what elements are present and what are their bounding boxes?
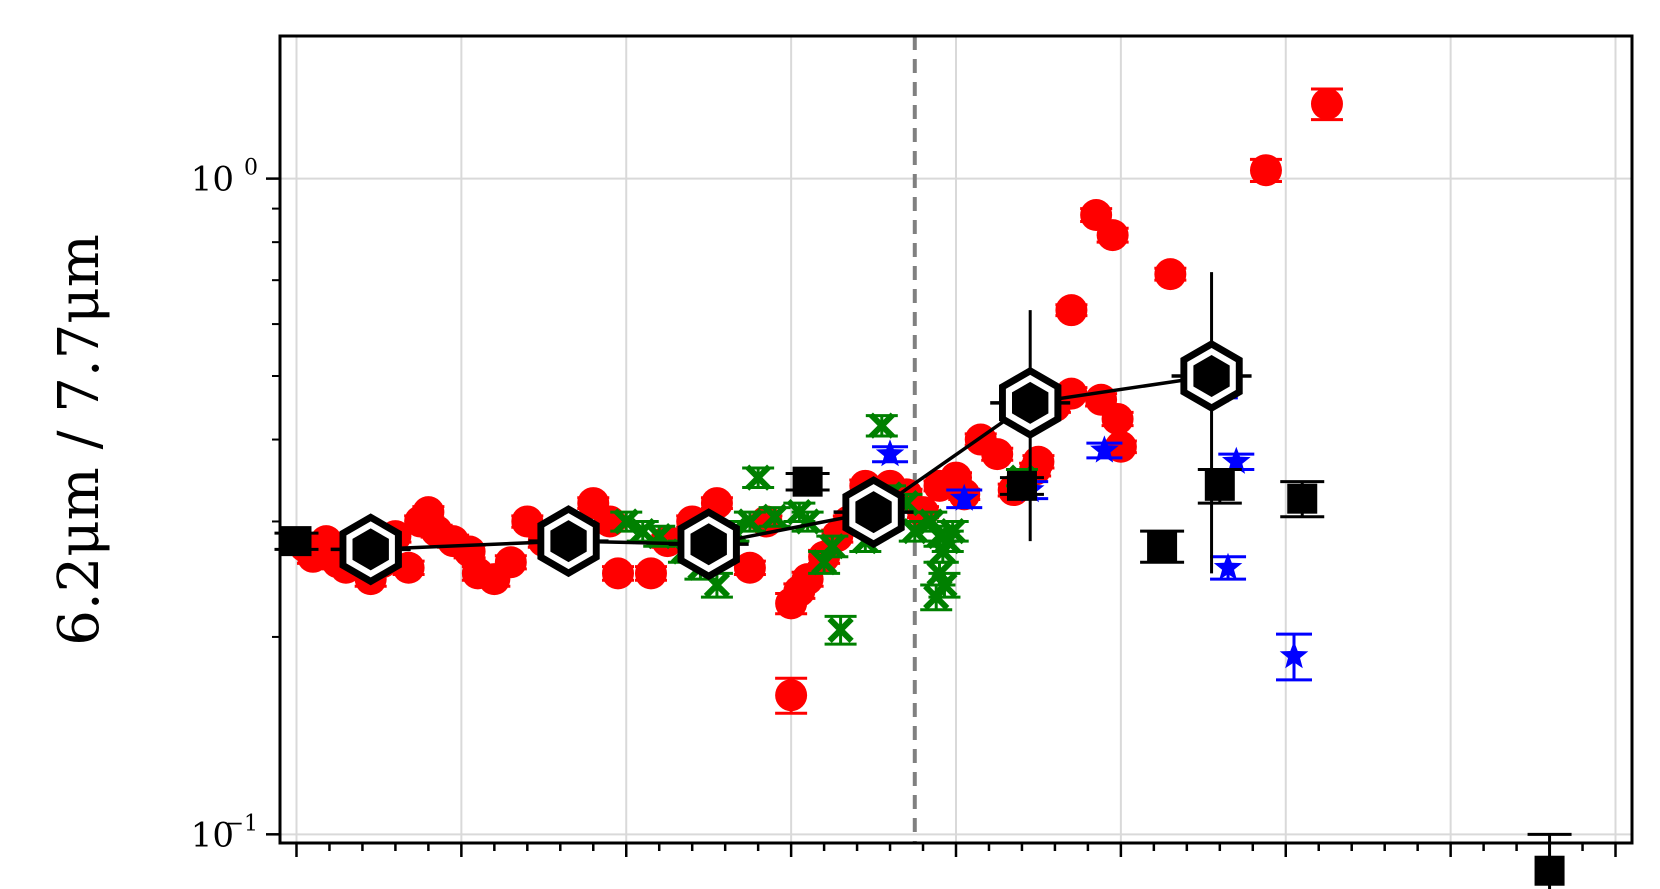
y-tick-label: 10 [191,815,234,855]
data-point-x [868,412,895,439]
data-point-x [939,518,966,545]
data-point-square [1204,470,1235,501]
data-point-square [1534,855,1565,886]
y-tick-label: 10 [191,160,234,200]
data-point-circle [1310,87,1343,120]
data-point-star [1279,641,1309,669]
data-point-circle [634,557,667,590]
data-point-x [901,518,928,545]
data-point-circle [775,679,808,712]
data-point-x [819,533,846,560]
data-point-hexagon-core [550,520,587,563]
data-point-x [745,464,772,491]
data-point-circle [1104,430,1137,463]
y-tick-exponent: −1 [226,811,258,836]
data-point-circle [1154,258,1187,291]
data-point-square [1287,483,1318,514]
data-point-hexagon-core [690,523,727,566]
data-point-circle [981,438,1014,471]
data-point-circle [1101,402,1134,435]
data-point-circle [733,551,766,584]
data-point-hexagon-core [855,491,892,534]
data-point-circle [1249,154,1282,187]
data-point-square [1006,470,1037,501]
data-point-x [929,538,956,565]
data-point-hexagon-core [1193,355,1230,397]
data-point-x [827,616,854,644]
data-point-x [761,503,788,530]
data-point-star [1213,552,1243,580]
y-tick-exponent: 0 [244,156,258,181]
data-layer [274,87,1572,889]
data-point-star [1090,435,1119,463]
data-point-circle [602,557,634,590]
data-point-circle [1055,294,1088,327]
data-point-circle [1096,219,1129,252]
data-point-star [950,483,979,511]
data-point-square [792,466,823,497]
data-point-star [875,439,905,467]
series-hexagon [330,272,1252,586]
data-point-square [1147,531,1178,562]
data-point-x [613,508,640,535]
data-point-star [1222,446,1251,474]
data-point-hexagon-core [352,528,389,571]
data-point-x [794,508,821,535]
data-point-x [736,508,764,535]
data-point-circle [494,546,527,579]
y-axis-label: 6.2μm / 7.7μm [47,234,112,646]
data-point-hexagon-core [1012,381,1049,424]
data-point-x [923,584,950,611]
data-point-square [281,526,312,557]
axis-layer: 10 010−1 [191,156,1617,857]
